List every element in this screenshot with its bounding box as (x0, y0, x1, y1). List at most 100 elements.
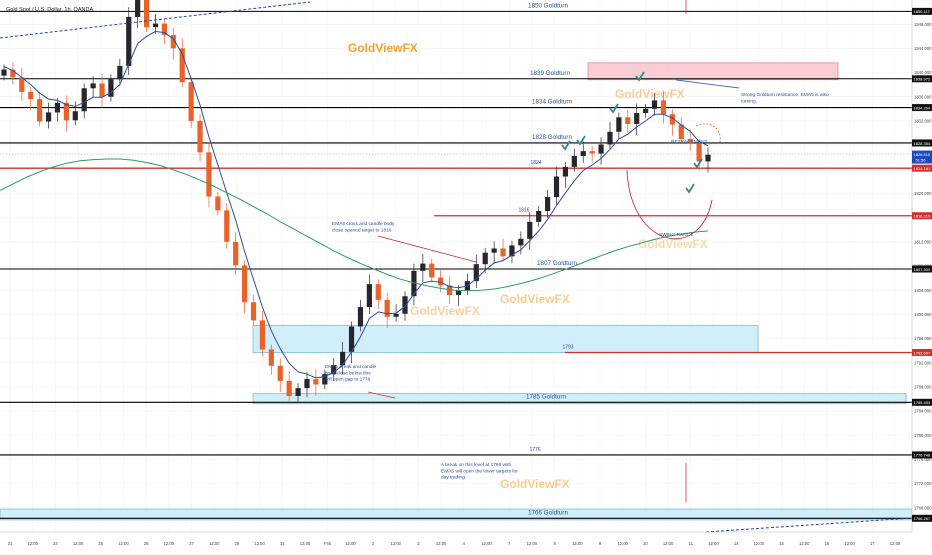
y-tick-label: 1844.000 (914, 46, 932, 51)
checkmark-icon (693, 158, 703, 169)
y-tick-label: 1792.000 (914, 360, 932, 365)
candle-body (54, 102, 61, 113)
candle-body (634, 113, 640, 124)
annotation-break-1766: EMA5 will open the lower targets for (441, 468, 518, 474)
level-label: 1850 Goldturn (528, 2, 568, 9)
level-label: 1807 Goldturn (537, 260, 577, 267)
candle-body (81, 88, 87, 112)
watermark-text: GoldViewFX (615, 87, 685, 101)
y-tick-label: 1768.000 (914, 505, 932, 510)
candle-body (277, 365, 283, 381)
zone-support (252, 393, 907, 405)
arrow-line (377, 235, 477, 263)
trendline-top (0, 1, 311, 39)
price-axis-badge (912, 164, 932, 172)
candle-body (90, 83, 96, 89)
x-tick-label: 17 (870, 541, 875, 546)
x-tick-label: 16 (825, 541, 830, 546)
level-label: 1828 Goldturn (532, 134, 572, 141)
annotation-ema5-break: will open gap to 1776 (325, 377, 371, 383)
candle-body (678, 124, 684, 140)
candle-body (625, 117, 631, 124)
price-axis-badge (912, 104, 932, 112)
level-label: 1816 (518, 208, 529, 214)
candle-body (651, 100, 658, 109)
symbol-header: Gold Spot / U.S. Dollar, 1h, OANDA (6, 7, 93, 13)
x-tick-label: 12:00 (890, 541, 901, 546)
price-axis-badge (912, 212, 932, 220)
candle-body (420, 263, 426, 271)
x-tick-label: 15 (779, 541, 784, 546)
candle-body (544, 197, 551, 211)
x-tick-label: 12:00 (345, 541, 356, 546)
checkmark-icon (685, 183, 695, 194)
y-tick-label: 1784.000 (914, 409, 932, 414)
candle-body (375, 284, 381, 300)
candle-body (143, 0, 150, 28)
candle-body (259, 320, 266, 350)
candle-body (438, 277, 444, 286)
price-axis-badge-text: 1807.503 (914, 267, 931, 272)
annotation-break-1766: A break on this level at 1766 with (441, 462, 511, 468)
candle-body (313, 379, 319, 385)
candle-body (348, 326, 355, 352)
x-tick-label: 2 (372, 541, 375, 546)
y-tick-label: 1836.000 (914, 94, 932, 99)
price-axis-badge-text: 1850.117 (914, 9, 931, 14)
current-price-text: 1826.515 (914, 152, 931, 157)
candle-body (170, 35, 176, 49)
candle-body (518, 238, 524, 246)
candle-body (188, 82, 194, 121)
candle-body (393, 313, 399, 317)
y-tick-label: 1812.000 (914, 239, 932, 244)
candle-body (536, 210, 542, 222)
watermarks: GoldViewFX GoldViewFX GoldViewFX GoldViewFX… (348, 41, 708, 491)
y-tick-label: 1804.000 (914, 288, 932, 293)
annotation-strong-res: turning. (741, 98, 757, 104)
candle-body (705, 154, 711, 162)
annotation-strong-res: Strong Goldturn resistance. EMA5 is also (741, 92, 829, 98)
candle-body (304, 379, 310, 389)
candle-body (571, 155, 577, 167)
candle-body (598, 144, 604, 154)
series (0, 0, 711, 403)
x-tick-label: 11 (689, 541, 694, 546)
candle-body (580, 151, 586, 156)
candle-body (295, 388, 301, 396)
x-tick-label: 12:00 (27, 541, 38, 546)
candle-body (206, 152, 212, 197)
candle-body (10, 69, 16, 78)
x-tick-label: 12:00 (481, 541, 492, 546)
checkmark-icon (576, 135, 586, 146)
candle-body (117, 65, 123, 80)
y-tick-label: 1840.000 (914, 70, 932, 75)
candle-body (562, 166, 569, 177)
ema-blue-line (3, 30, 709, 379)
x-tick-label: 24 (53, 541, 58, 546)
candle-body (366, 284, 372, 308)
candle-body (429, 263, 435, 278)
x-tick-label: 9 (599, 541, 602, 546)
x-tick-label: 21 (8, 541, 13, 546)
price-axis-badge-text: 1838.972 (914, 77, 931, 82)
candle-body (135, 0, 141, 17)
candle-body (527, 221, 533, 239)
price-axis-badge-text: 1785.453 (914, 400, 931, 405)
candle-body (384, 299, 390, 317)
x-tick-label: 12:00 (300, 541, 311, 546)
level-label: 1839 Goldturn (530, 70, 570, 77)
level-label: 1834 Goldturn (532, 99, 572, 106)
level-label: 1785 Goldturn (526, 393, 566, 400)
candle-body (482, 252, 488, 265)
price-axis-badge (912, 139, 932, 147)
x-tick-label: 12:00 (164, 541, 175, 546)
price-axis-badge-text: 1834.204 (914, 105, 931, 110)
grid (0, 0, 912, 532)
candle-body (99, 83, 105, 97)
candle-body (161, 23, 168, 36)
countdown-text: 51:56 (916, 158, 927, 163)
candle-body (455, 290, 462, 296)
